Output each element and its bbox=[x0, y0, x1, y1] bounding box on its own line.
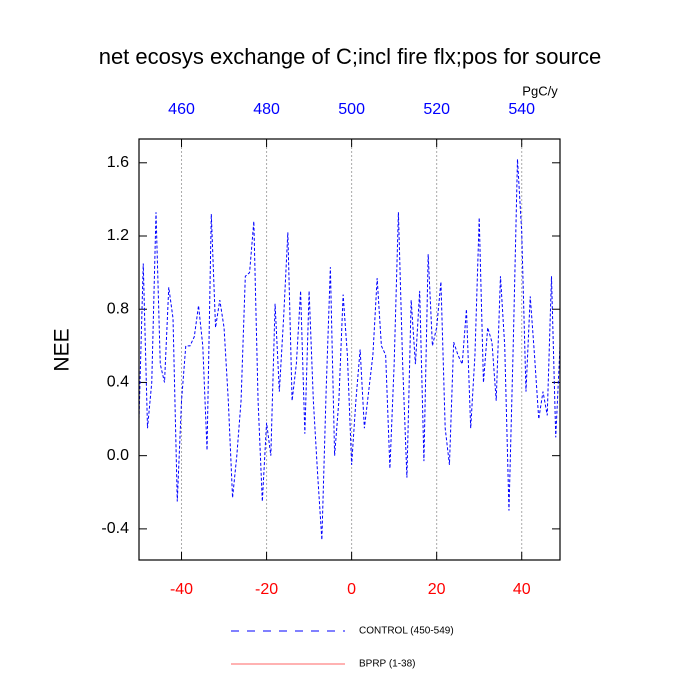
x-tick-label: 0 bbox=[347, 581, 356, 598]
y-tick-label: 0.8 bbox=[107, 300, 129, 317]
x2-tick-label: 480 bbox=[253, 101, 280, 118]
chart-title: net ecosys exchange of C;incl fire flx;p… bbox=[99, 44, 602, 69]
y-tick-label: -0.4 bbox=[101, 520, 129, 537]
x2-tick-label: 460 bbox=[168, 101, 195, 118]
x2-tick-label: 520 bbox=[423, 101, 450, 118]
x-tick-label: 20 bbox=[428, 581, 446, 598]
y-tick-label: 1.2 bbox=[107, 227, 129, 244]
y-tick-label: 1.6 bbox=[107, 154, 129, 171]
x-tick-label: 40 bbox=[513, 581, 531, 598]
data-line bbox=[138, 159, 561, 540]
y-axis-label: NEE bbox=[51, 328, 74, 371]
x2-tick-label: 500 bbox=[338, 101, 365, 118]
legend-label: BPRP (1-38) bbox=[359, 659, 416, 670]
x-tick-label: -40 bbox=[170, 581, 193, 598]
y-tick-label: 0.0 bbox=[107, 447, 129, 464]
legend-label: CONTROL (450-549) bbox=[359, 626, 454, 637]
x-tick-label: -20 bbox=[255, 581, 278, 598]
x2-tick-label: 540 bbox=[508, 101, 535, 118]
y-tick-label: 0.4 bbox=[107, 374, 129, 391]
x2-axis-label: PgC/y bbox=[522, 83, 558, 98]
plot-frame bbox=[138, 138, 561, 561]
